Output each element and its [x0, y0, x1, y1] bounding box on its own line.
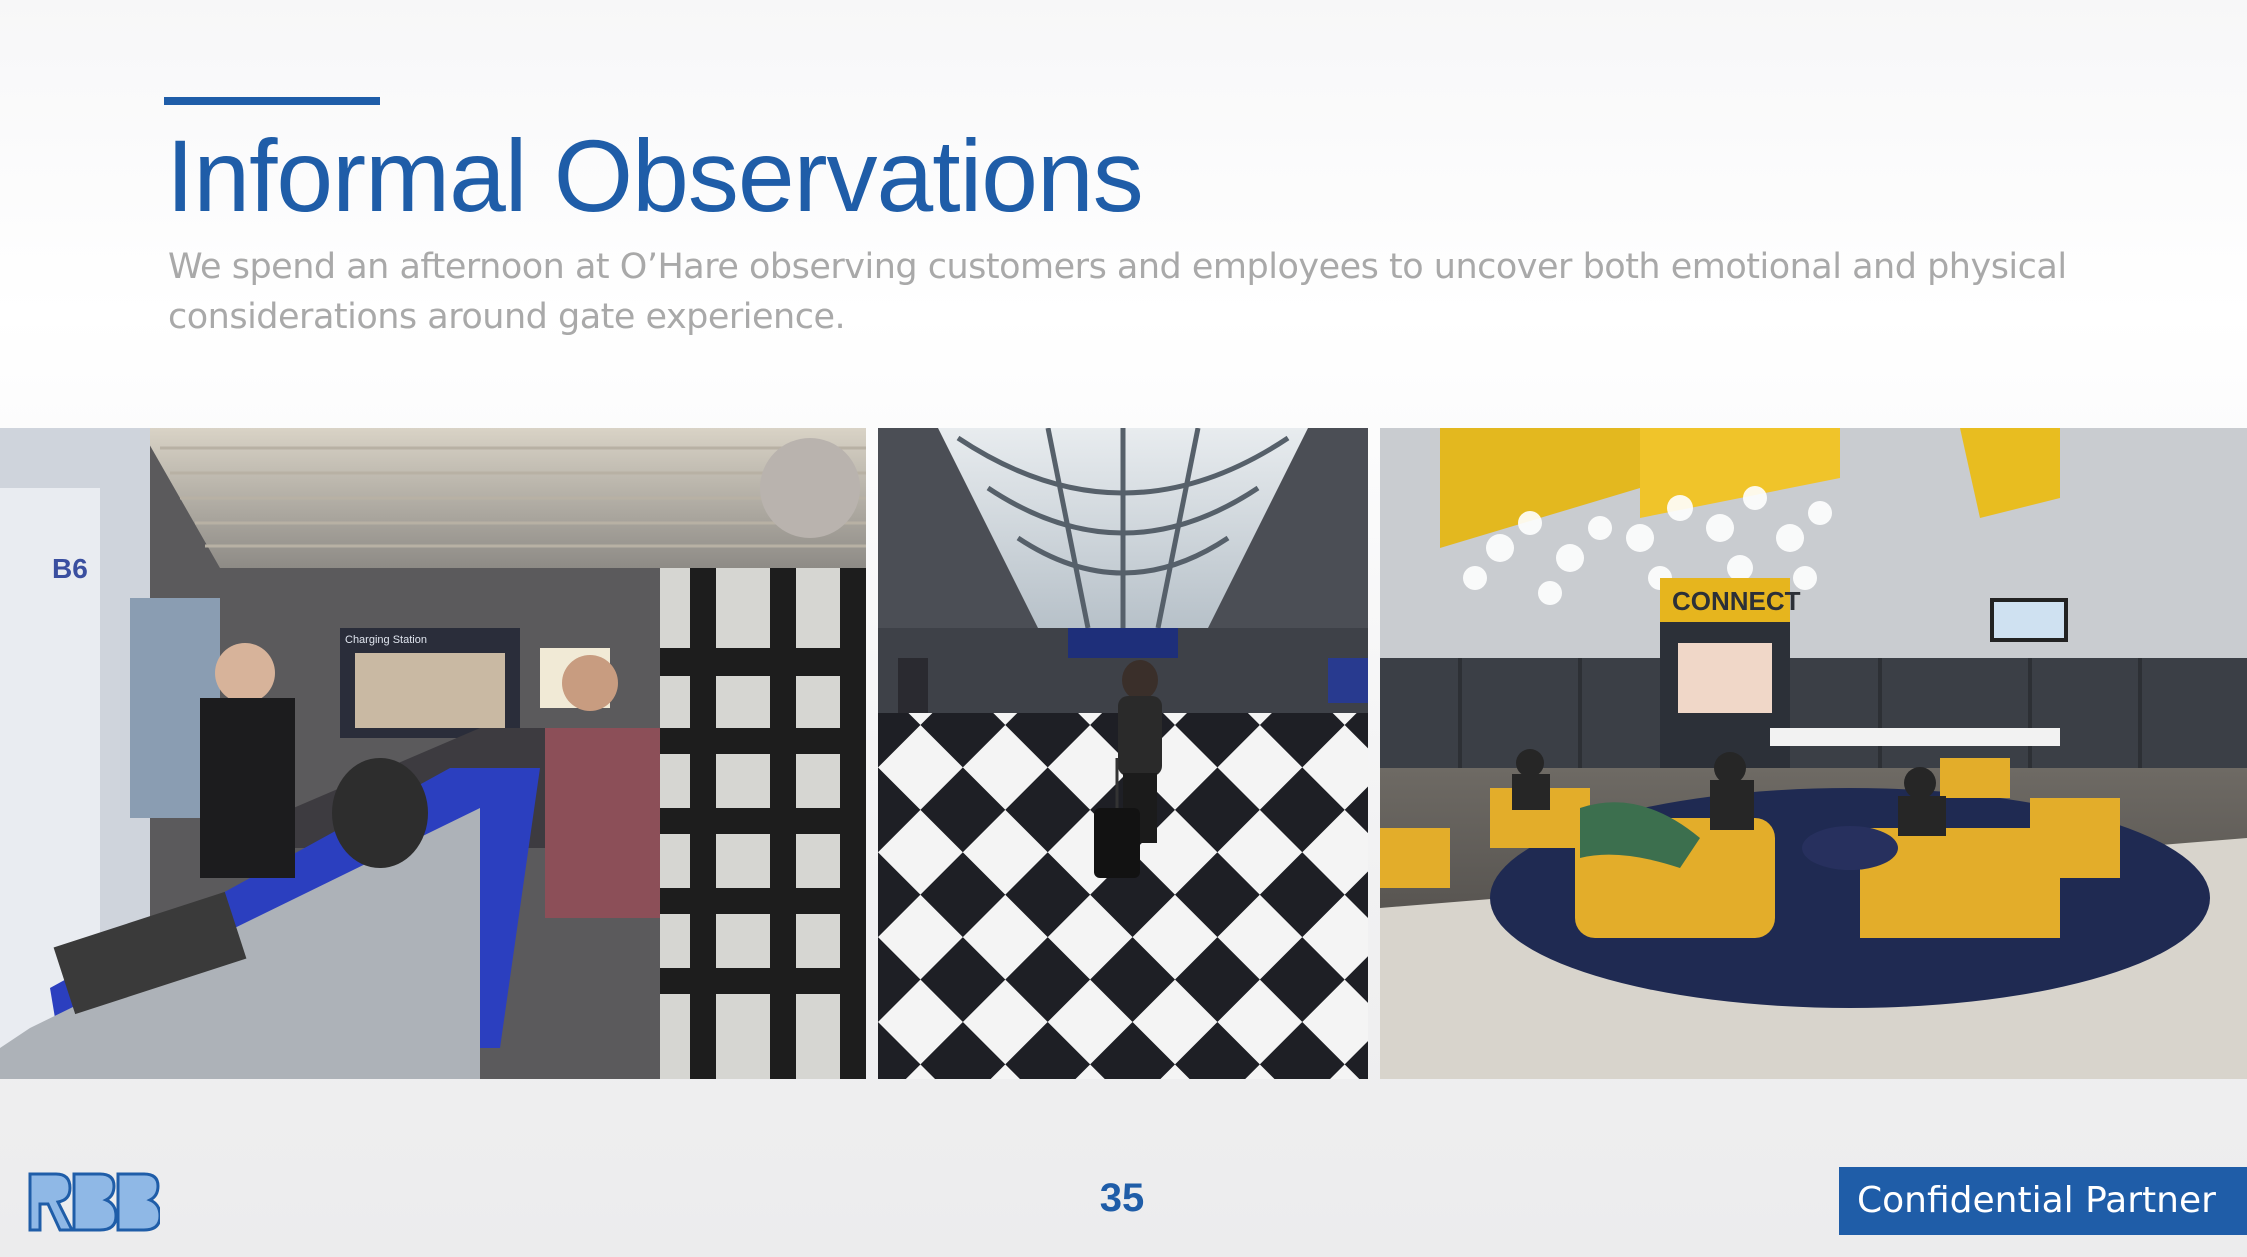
- slide-title: Informal Observations: [166, 119, 1144, 233]
- title-accent-bar: [164, 97, 380, 105]
- page-number: 35: [1099, 1176, 1145, 1220]
- charging-station-sign: Charging Station: [345, 634, 427, 646]
- photo-gate-agent-counter: B6 Charging Station: [0, 428, 866, 1079]
- gate-sign-b6: B6: [52, 553, 88, 584]
- confidential-partner-label: Confidential Partner: [1839, 1167, 2247, 1235]
- photo-checkered-concourse: [878, 428, 1368, 1079]
- slide-subtitle: We spend an afternoon at O’Hare observin…: [168, 247, 2067, 337]
- connect-sign: CONNECT: [1672, 586, 1801, 616]
- photo-connect-lounge: CONNECT: [1380, 428, 2247, 1079]
- rbb-logo-icon: [26, 1170, 162, 1234]
